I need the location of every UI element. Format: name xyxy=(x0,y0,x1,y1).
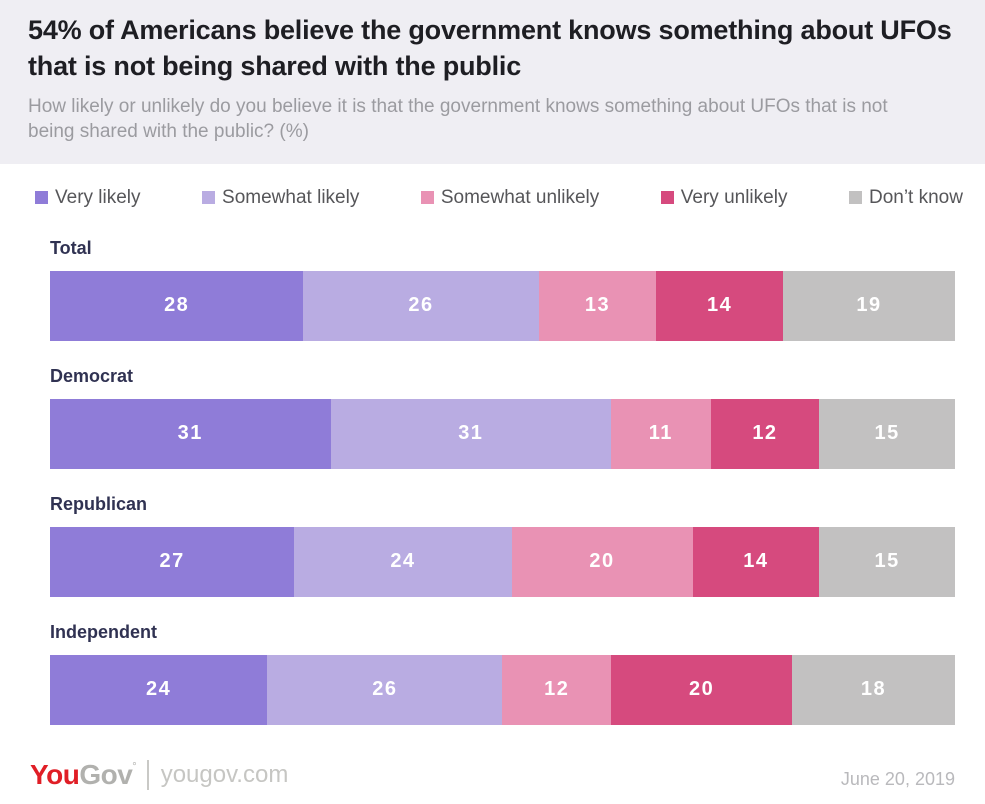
segment-value: 26 xyxy=(408,294,434,317)
legend-label: Very unlikely xyxy=(680,186,788,208)
chart-subtitle: How likely or unlikely do you believe it… xyxy=(28,95,888,142)
bar-segment: 26 xyxy=(303,270,539,341)
legend-item: Very likely xyxy=(35,187,141,209)
bar-groups: Total 28 26 13 14 19 Democrat 31 31 11 12 15 Republi… xyxy=(0,209,985,742)
bar-segment: 14 xyxy=(692,526,820,597)
bar-segment: 13 xyxy=(538,270,657,341)
stacked-bar: 24 26 12 20 18 xyxy=(50,654,955,725)
category-label: Independent xyxy=(50,621,157,642)
segment-value: 12 xyxy=(752,422,778,445)
category-label: Democrat xyxy=(50,365,134,386)
segment-value: 28 xyxy=(164,294,190,317)
bar-segment: 20 xyxy=(511,526,693,597)
legend-swatch-icon xyxy=(202,191,216,205)
bar-segment: 12 xyxy=(710,398,820,469)
chart-date: June 20, 2019 xyxy=(840,769,955,789)
logo-trademark: ° xyxy=(132,761,137,773)
stacked-bar: 28 26 13 14 19 xyxy=(50,270,955,341)
bar-segment: 20 xyxy=(611,654,793,725)
segment-value: 20 xyxy=(688,678,715,701)
legend-label: Somewhat likely xyxy=(222,186,360,208)
bar-segment: 18 xyxy=(792,654,955,725)
segment-value: 14 xyxy=(743,550,769,573)
bar-segment: 26 xyxy=(267,654,503,725)
bar-segment: 31 xyxy=(50,398,331,469)
logo-divider xyxy=(146,760,149,790)
category-label: Republican xyxy=(50,493,148,514)
segment-value: 24 xyxy=(390,550,416,573)
segment-value: 14 xyxy=(707,294,733,317)
legend-item: Very unlikely xyxy=(660,186,788,209)
bar-segment: 28 xyxy=(50,270,304,341)
chart-header: 54% of Americans believe the government … xyxy=(0,0,985,164)
legend-label: Somewhat unlikely xyxy=(440,186,600,208)
bar-segment: 24 xyxy=(294,526,512,597)
bar-segment: 15 xyxy=(819,398,955,469)
legend-swatch-icon xyxy=(848,191,862,205)
legend-label: Very likely xyxy=(55,186,141,208)
segment-value: 31 xyxy=(458,422,484,445)
category-label: Total xyxy=(50,237,92,258)
legend-item: Don’t know xyxy=(848,186,963,209)
logo-gov-text: Gov xyxy=(79,759,133,790)
legend-swatch-icon xyxy=(420,191,434,205)
segment-value: 13 xyxy=(584,294,611,317)
stacked-bar: 27 24 20 14 15 xyxy=(50,526,955,597)
footer: You Gov ° yougov.com June 20, 2019 xyxy=(0,760,985,804)
bar-segment: 19 xyxy=(783,270,955,341)
bar-segment: 24 xyxy=(50,654,268,725)
bar-group: Total 28 26 13 14 19 xyxy=(50,238,955,341)
legend: Very likely Somewhat likely Somewhat unlik… xyxy=(35,187,963,209)
legend-label: Don’t know xyxy=(868,186,963,208)
segment-value: 12 xyxy=(544,678,570,701)
segment-value: 19 xyxy=(856,294,882,317)
segment-value: 20 xyxy=(589,550,615,573)
segment-value: 31 xyxy=(177,422,203,445)
segment-value: 27 xyxy=(159,550,185,573)
segment-value: 24 xyxy=(145,678,172,701)
bar-group: Democrat 31 31 11 12 15 xyxy=(50,366,955,469)
segment-value: 18 xyxy=(860,678,887,701)
bar-segment: 31 xyxy=(330,398,612,469)
bar-segment: 14 xyxy=(656,270,784,341)
yougov-logo: You Gov ° yougov.com xyxy=(30,760,288,790)
legend-swatch-icon xyxy=(660,191,674,205)
bar-group: Independent 24 26 12 20 18 xyxy=(50,622,955,725)
bar-segment: 15 xyxy=(819,526,955,597)
logo-site-text: yougov.com xyxy=(160,761,289,788)
bar-segment: 27 xyxy=(50,526,295,597)
segment-value: 15 xyxy=(874,422,900,445)
legend-item: Somewhat unlikely xyxy=(420,186,600,209)
bar-group: Republican 27 24 20 14 15 xyxy=(50,494,955,597)
segment-value: 11 xyxy=(648,422,673,445)
legend-swatch-icon xyxy=(35,191,48,205)
segment-value: 26 xyxy=(372,678,398,701)
legend-item: Somewhat likely xyxy=(202,187,359,209)
stacked-bar: 31 31 11 12 15 xyxy=(50,398,955,469)
chart-title: 54% of Americans believe the government … xyxy=(28,15,952,81)
logo-you-text: You xyxy=(30,759,80,790)
bar-segment: 12 xyxy=(502,654,612,725)
segment-value: 15 xyxy=(874,550,900,573)
bar-segment: 11 xyxy=(611,398,711,469)
